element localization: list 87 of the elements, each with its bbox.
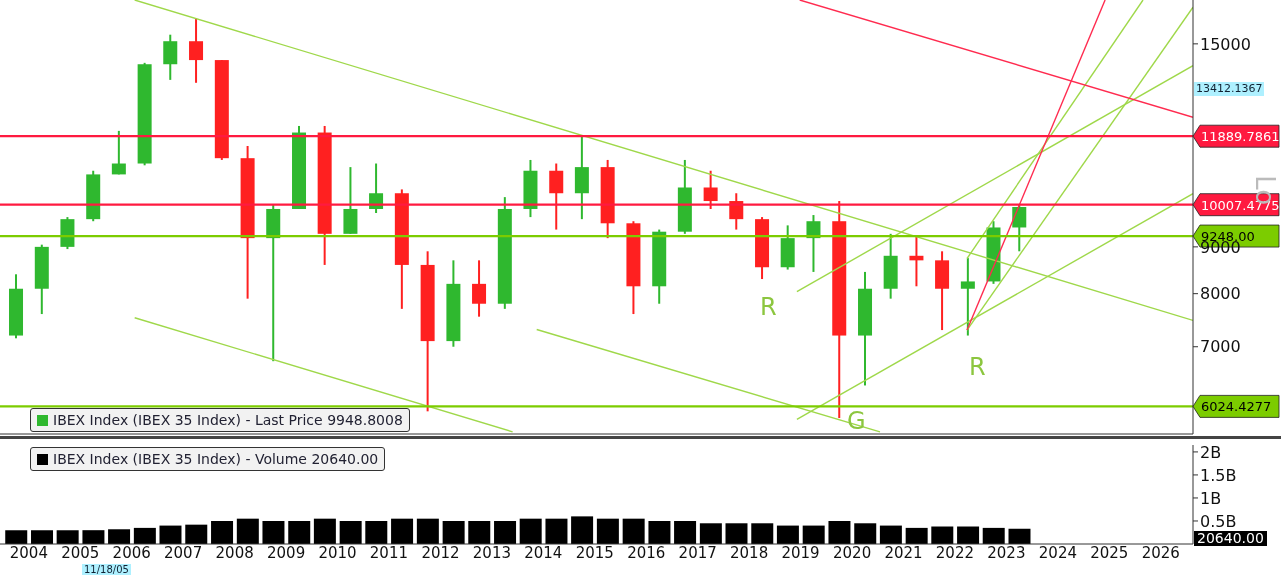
y-tick-label: 1B [1200, 488, 1222, 508]
x-tick-label: 2016 [627, 543, 666, 562]
candlestick [703, 169, 718, 210]
bar [468, 520, 491, 544]
x-tick-label: 2014 [524, 543, 563, 562]
x-tick-label: 2023 [987, 543, 1026, 562]
bar [185, 524, 208, 544]
x-tick-label: 2019 [781, 543, 820, 562]
x-tick-label: 2009 [267, 543, 306, 562]
text: 20640.00 [1194, 530, 1267, 547]
bar [751, 523, 774, 544]
x-tick-label: 2018 [730, 543, 769, 562]
y-tick-label: 8000 [1200, 284, 1241, 304]
candlestick [472, 259, 487, 318]
bar [442, 520, 465, 544]
x-tick-label: 2004 [9, 543, 48, 562]
x-tick-label: 2008 [215, 543, 254, 562]
bar [519, 518, 542, 544]
candlestick [111, 129, 126, 176]
x-tick-label: 2006 [112, 543, 151, 562]
x-tick-label: 2010 [318, 543, 357, 562]
bar [365, 520, 388, 544]
text: 11/18/05 [82, 564, 131, 575]
bar [236, 518, 259, 544]
x-tick-label: 2015 [575, 543, 614, 562]
y-tick-label: 0.5B [1200, 511, 1237, 531]
bar [5, 530, 28, 544]
y-tick-label: 1.5B [1200, 465, 1237, 485]
bar [1008, 528, 1031, 544]
x-tick-label: 2025 [1090, 543, 1129, 562]
bar [391, 518, 414, 544]
bar [879, 525, 902, 544]
bar [828, 520, 851, 544]
x-tick-label: 2005 [61, 543, 100, 562]
x-tick-label: 2011 [369, 543, 409, 562]
candlestick [1012, 203, 1027, 253]
y-tick-label: 2B [1200, 442, 1222, 462]
bar [725, 523, 748, 544]
bar [108, 529, 131, 544]
bar [905, 527, 928, 544]
bar [159, 525, 182, 544]
text: 13412.1367 [1194, 82, 1265, 97]
y-tick-label: 15000 [1200, 34, 1251, 54]
bar [957, 526, 980, 544]
x-tick-label: 2017 [678, 543, 717, 562]
x-tick-label: 2020 [833, 543, 872, 562]
x-tick-label: 2013 [472, 543, 511, 562]
bar [339, 520, 362, 544]
ref-line-label: 6024.4277 [1201, 399, 1272, 415]
bar [56, 530, 79, 544]
x-tick-label: 2007 [164, 543, 203, 562]
bar [982, 527, 1005, 544]
x-tick-label: 2021 [884, 543, 923, 562]
y-tick-label: 7000 [1200, 337, 1241, 357]
bar [545, 518, 568, 544]
bar [494, 520, 517, 544]
x-tick-label: 2026 [1141, 543, 1180, 562]
bar [674, 520, 697, 544]
bar [313, 518, 336, 544]
bar [416, 518, 439, 544]
legend-label: IBEX Index (IBEX 35 Index) - Volume 20640.00 [53, 451, 379, 467]
candlestick [549, 162, 564, 231]
bar [931, 526, 954, 544]
x-tick-label: 2022 [935, 543, 975, 562]
bar [802, 525, 825, 544]
bar [133, 527, 156, 544]
annotation: R [969, 353, 986, 381]
bar [82, 530, 105, 544]
x-tick-label: 2024 [1038, 543, 1077, 562]
bar [648, 520, 671, 544]
bar [622, 518, 645, 544]
bar [596, 518, 619, 544]
x-tick-label: 2012 [421, 543, 460, 562]
bar [288, 520, 311, 544]
candlestick [960, 257, 975, 337]
annotation: R [760, 293, 777, 321]
legend-label: IBEX Index (IBEX 35 Index) - Last Price 9948.8008 [53, 412, 403, 428]
bar [262, 520, 285, 544]
bar [31, 530, 54, 544]
ref-line-label: 11889.7861 [1201, 129, 1280, 145]
bar [211, 520, 234, 544]
candlestick [163, 33, 178, 81]
bar [776, 525, 799, 544]
candlestick [189, 17, 204, 84]
bar [854, 523, 877, 544]
bar [571, 516, 594, 544]
bar [699, 523, 722, 544]
